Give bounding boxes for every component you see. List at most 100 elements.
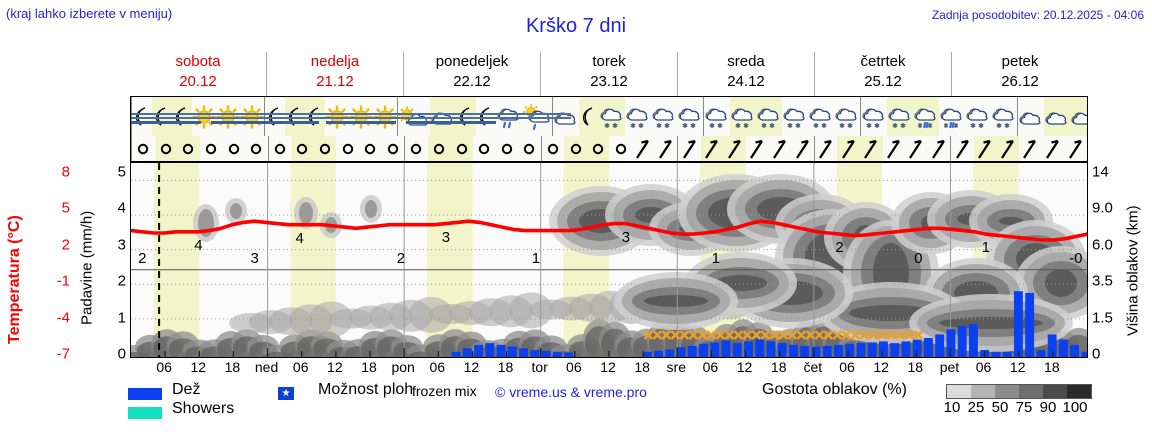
cloud-density-swatch-10 bbox=[947, 385, 971, 398]
temp-low-label-1: 3 bbox=[250, 249, 259, 267]
cloud-snow-icon bbox=[677, 97, 703, 136]
cloud-tick-5: 0 bbox=[1092, 345, 1101, 363]
plot-svg bbox=[131, 163, 1087, 357]
day-date: 23.12 bbox=[590, 73, 628, 90]
cloud-tick-4: 1.5 bbox=[1092, 309, 1113, 327]
precipitation-axis-title: Padavine (mm/h) bbox=[78, 210, 96, 325]
time-label-5: 12 bbox=[327, 359, 343, 375]
temp-low-label-2: 2 bbox=[396, 249, 406, 267]
wind-barb-icon bbox=[813, 136, 838, 161]
temp-high-label-2: 3 bbox=[441, 228, 451, 246]
cloud-height-tick-labels: 14 9.0 6.0 3.5 1.5 0 bbox=[1092, 160, 1132, 365]
time-label-21: 12 bbox=[873, 359, 889, 375]
time-label-13: 12 bbox=[600, 359, 616, 375]
temp-tick-1: 5 bbox=[61, 199, 70, 217]
cloud-density-tick-10: 10 bbox=[943, 399, 961, 416]
wind-barb-icon bbox=[973, 136, 997, 161]
day-header-nedelja: nedelja 21.12 bbox=[266, 52, 403, 96]
wind-calm-icon bbox=[518, 136, 541, 161]
sun-icon bbox=[240, 97, 264, 136]
moon-icon bbox=[131, 97, 152, 136]
legend-symbol-chance: ★ bbox=[278, 387, 294, 400]
sun-icon bbox=[325, 97, 349, 136]
temp-high-label-0: 4 bbox=[194, 236, 203, 254]
wind-calm-icon bbox=[540, 136, 565, 161]
cloud-snow-icon bbox=[808, 97, 834, 136]
time-label-17: 12 bbox=[736, 359, 753, 375]
wind-calm-icon bbox=[245, 136, 268, 161]
cloud-density-swatch-100 bbox=[1067, 385, 1091, 398]
time-label-12: 06 bbox=[566, 359, 582, 375]
cloud-density-tick-100: 100 bbox=[1062, 399, 1088, 416]
wind-barb-strip bbox=[130, 136, 1088, 162]
time-label-15: sre bbox=[666, 359, 687, 375]
precip-tick-5: 0 bbox=[117, 345, 126, 363]
time-label-26: 18 bbox=[1044, 359, 1060, 375]
cloud-density-tick-50: 50 bbox=[991, 399, 1009, 416]
moon-icon bbox=[172, 97, 192, 136]
cloud-snow-icon bbox=[756, 97, 782, 136]
cloud-density-swatch-75 bbox=[1019, 385, 1043, 398]
cloud-icon bbox=[430, 97, 456, 136]
temp-tick-2: 2 bbox=[61, 236, 70, 254]
page-title: Krško 7 dni bbox=[525, 15, 627, 37]
time-label-3: ned bbox=[254, 359, 279, 375]
cloud-icon bbox=[1070, 97, 1087, 136]
wind-calm-icon bbox=[267, 136, 292, 161]
moon-icon bbox=[264, 97, 285, 136]
time-label-2: 18 bbox=[224, 359, 241, 375]
wind-barb-icon bbox=[950, 136, 974, 161]
time-label-9: 12 bbox=[463, 359, 480, 375]
time-label-16: 06 bbox=[702, 359, 719, 375]
sun-icon bbox=[373, 97, 397, 136]
day-date: 24.12 bbox=[727, 73, 765, 90]
temperature-axis-title: Temperatura (°C) bbox=[6, 215, 23, 345]
legend-swatch-rain bbox=[128, 388, 162, 400]
sun-icon bbox=[216, 97, 240, 136]
site-credit[interactable]: © vreme.us & vreme.pro bbox=[495, 384, 647, 400]
moon-icon bbox=[476, 97, 496, 136]
day-header-četrtek: četrtek 25.12 bbox=[814, 52, 951, 96]
time-label-10: 18 bbox=[497, 359, 514, 375]
moon-icon bbox=[579, 97, 599, 136]
chart-legend: Dež Showers ★ Možnost ploh frozen mix © … bbox=[0, 381, 1152, 443]
legend-swatch-showers bbox=[128, 407, 162, 419]
cloud-snow-icon bbox=[782, 97, 808, 136]
temp-tick-5: -7 bbox=[56, 345, 70, 363]
day-header-petek: petek 26.12 bbox=[951, 52, 1088, 96]
wind-barb-icon bbox=[837, 136, 860, 161]
wind-calm-icon bbox=[404, 136, 428, 161]
cloud-density-color-scale bbox=[946, 384, 1092, 399]
time-label-24: 06 bbox=[975, 359, 992, 375]
legend-label-frozen-mix: frozen mix bbox=[412, 383, 477, 399]
day-name: sreda bbox=[727, 53, 765, 70]
cloud-snow-icon bbox=[651, 97, 677, 136]
cloud-density-tick-75: 75 bbox=[1015, 399, 1033, 416]
wind-barb-icon bbox=[1019, 136, 1042, 161]
cloud-density-tick-90: 90 bbox=[1039, 399, 1057, 416]
time-label-6: 18 bbox=[361, 359, 377, 375]
frozen-mix-markers bbox=[643, 330, 924, 340]
day-name: četrtek bbox=[860, 53, 906, 70]
day-date: 26.12 bbox=[1001, 73, 1039, 90]
precipitation-bars bbox=[451, 291, 1087, 357]
wind-barb-icon bbox=[860, 136, 883, 161]
time-label-14: 18 bbox=[634, 359, 650, 375]
wind-calm-icon bbox=[496, 136, 519, 161]
time-label-7: pon bbox=[391, 359, 415, 375]
temperature-tick-labels: 8 5 2 -1 -4 -7 bbox=[30, 160, 70, 365]
temp-low-label-3: 1 bbox=[531, 249, 541, 267]
temp-low-label-0: 2 bbox=[138, 249, 147, 267]
sun-icon bbox=[192, 97, 216, 136]
time-label-8: 06 bbox=[429, 359, 446, 375]
day-date: 22.12 bbox=[453, 73, 491, 90]
wind-calm-icon bbox=[586, 136, 610, 161]
wind-barb-icon bbox=[655, 136, 678, 161]
time-label-25: 12 bbox=[1009, 359, 1026, 375]
temp-high-label-5: 1 bbox=[981, 239, 990, 257]
wind-barb-icon bbox=[791, 136, 814, 161]
day-date: 21.12 bbox=[316, 73, 354, 90]
time-axis-labels: 06 12 18 ned 06 12 18 pon 06 12 18 tor 06 12 18 sre 06 12… bbox=[130, 359, 1088, 379]
cloud-snow-icon bbox=[965, 97, 991, 136]
day-name: ponedeljek bbox=[435, 53, 509, 70]
